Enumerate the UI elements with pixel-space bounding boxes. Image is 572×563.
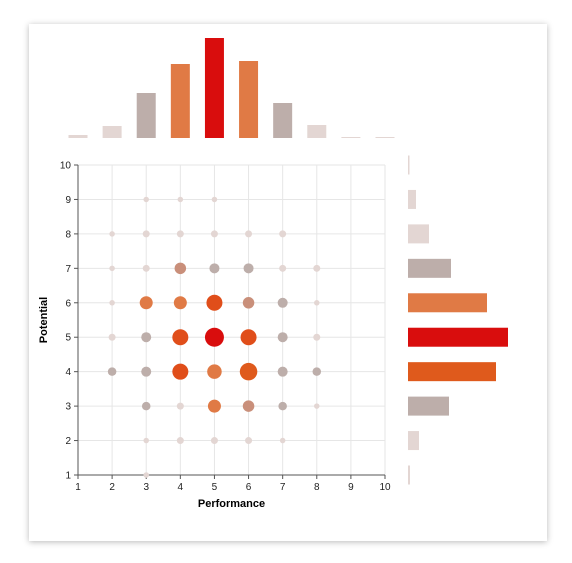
data-point <box>207 364 222 379</box>
y-tick-label: 9 <box>65 195 71 206</box>
top-histogram-bar <box>239 61 259 138</box>
top-histogram-bar <box>341 137 361 138</box>
data-point <box>277 297 288 308</box>
x-tick-label: 3 <box>143 482 149 493</box>
data-point <box>207 399 221 413</box>
right-histogram-bar <box>408 327 508 347</box>
x-tick-label: 8 <box>314 482 320 493</box>
y-tick-label: 5 <box>65 333 71 344</box>
data-point <box>279 437 286 444</box>
data-point <box>172 363 189 380</box>
top-histogram-bar <box>170 64 190 138</box>
data-point <box>209 263 220 274</box>
data-point <box>109 265 115 272</box>
y-tick-label: 2 <box>65 436 71 447</box>
data-point <box>176 437 184 445</box>
data-point <box>142 230 150 238</box>
top-histogram <box>68 38 395 138</box>
data-point <box>173 296 187 310</box>
data-point <box>312 367 322 376</box>
y-tick-label: 7 <box>65 264 71 275</box>
data-point <box>210 437 218 445</box>
data-point <box>279 230 287 238</box>
x-tick-label: 5 <box>212 482 218 493</box>
y-tick-label: 3 <box>65 402 71 413</box>
data-point <box>277 366 288 377</box>
top-histogram-bar <box>375 137 395 138</box>
right-histogram-bar <box>408 465 410 485</box>
chart-card: 1 2 3 4 5 6 7 8 9 10 1 2 3 4 5 6 7 8 9 10 Performance Poten… <box>29 24 547 541</box>
data-point <box>174 262 187 275</box>
data-point <box>210 230 218 238</box>
data-point <box>239 362 258 381</box>
data-point <box>177 196 184 203</box>
top-histogram-bar <box>307 125 327 138</box>
x-tick-label: 7 <box>280 482 286 493</box>
data-point <box>109 231 115 237</box>
top-histogram-bar <box>204 38 224 138</box>
data-point <box>142 264 150 272</box>
right-histogram-bar <box>408 431 419 451</box>
x-tick-label: 10 <box>379 482 391 493</box>
data-point <box>176 230 184 238</box>
right-histogram-bar <box>408 155 410 175</box>
top-histogram-bar <box>273 103 293 138</box>
data-point <box>240 329 257 346</box>
data-point <box>176 402 184 410</box>
data-point <box>143 196 149 203</box>
right-histogram-bar <box>408 293 487 313</box>
data-point <box>107 367 117 376</box>
x-tick-label: 6 <box>246 482 252 493</box>
top-histogram-bar <box>136 93 156 138</box>
data-point <box>242 297 255 309</box>
right-histogram-bar <box>408 189 416 209</box>
data-point <box>245 230 253 238</box>
data-point <box>141 366 152 377</box>
y-tick-label: 4 <box>65 367 71 378</box>
top-histogram-bar <box>68 135 88 138</box>
data-point <box>143 472 149 478</box>
right-histogram-bar <box>408 362 496 382</box>
grid-lines <box>77 164 386 476</box>
bubble-chart-with-marginals: 1 2 3 4 5 6 7 8 9 10 1 2 3 4 5 6 7 8 9 10 Performance Poten… <box>38 38 508 510</box>
x-tick-label: 9 <box>348 482 354 493</box>
data-point <box>206 294 223 311</box>
top-histogram-bar <box>102 126 122 138</box>
right-histogram-bar <box>408 396 449 416</box>
data-point <box>278 401 287 411</box>
data-point <box>211 196 218 203</box>
data-point <box>314 403 320 409</box>
data-point <box>109 300 115 306</box>
data-point <box>314 300 320 306</box>
data-point <box>204 327 224 347</box>
y-tick-label: 8 <box>65 229 71 240</box>
data-point <box>143 437 149 444</box>
bubble-points <box>107 196 322 478</box>
data-point <box>242 400 255 412</box>
data-point <box>279 264 287 272</box>
y-axis-title: Potential <box>38 297 50 343</box>
data-point <box>139 296 153 310</box>
data-point <box>243 263 254 274</box>
y-tick-label: 10 <box>60 161 72 172</box>
data-point <box>313 333 321 341</box>
data-point <box>277 332 288 343</box>
right-histogram-bar <box>408 224 429 244</box>
data-point <box>141 332 152 343</box>
y-tick-label: 6 <box>65 298 71 309</box>
data-point <box>313 264 321 272</box>
data-point <box>172 329 189 346</box>
data-point <box>141 401 151 411</box>
data-point <box>108 333 116 341</box>
right-histogram-bar <box>408 258 451 278</box>
x-tick-label: 4 <box>178 482 184 493</box>
data-point <box>245 437 253 445</box>
y-tick-label: 1 <box>65 471 71 482</box>
x-axis-title: Performance <box>198 498 265 510</box>
x-tick-label: 2 <box>109 482 115 493</box>
right-histogram <box>408 155 508 485</box>
x-tick-label: 1 <box>75 482 81 493</box>
axes: 1 2 3 4 5 6 7 8 9 10 1 2 3 4 5 6 7 8 9 10 <box>60 161 391 494</box>
